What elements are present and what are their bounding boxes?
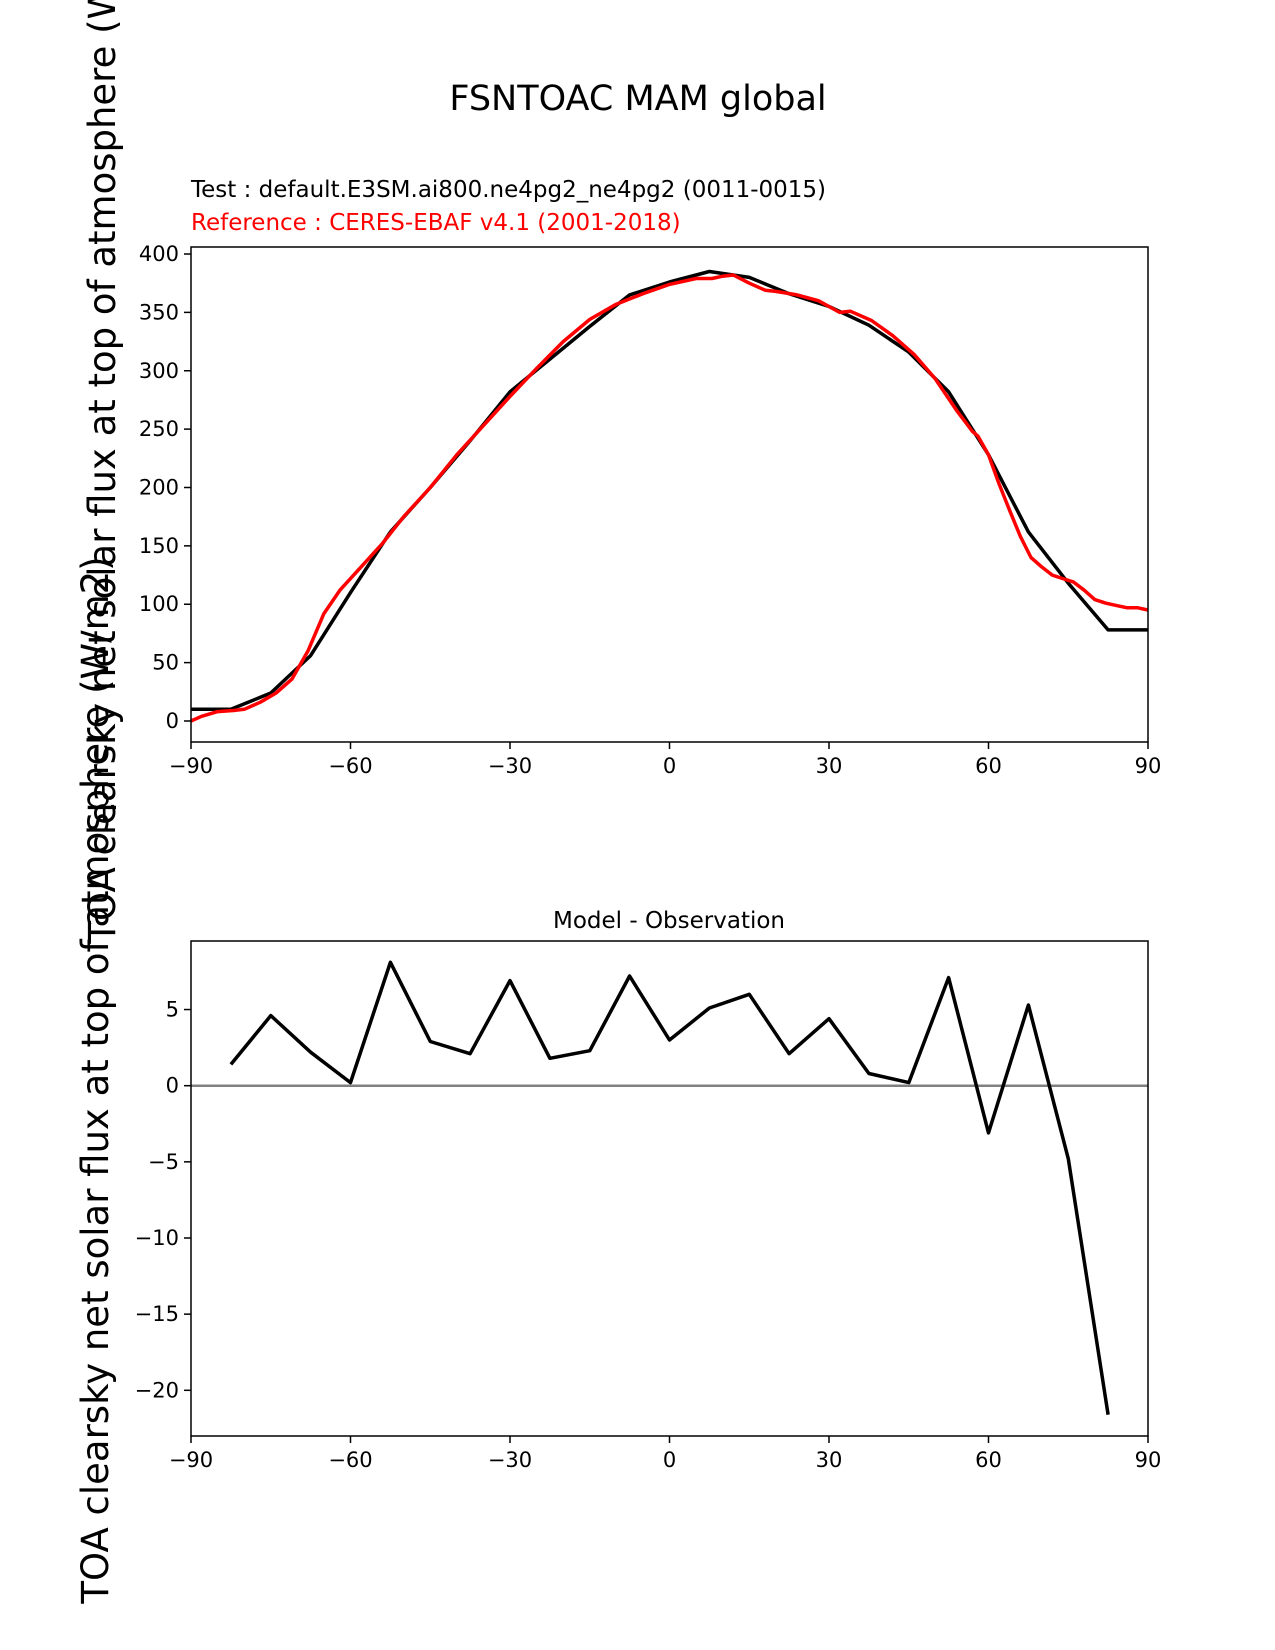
x-tick-label: 90: [1135, 1448, 1162, 1472]
y-tick-label: −10: [135, 1226, 179, 1250]
x-tick-label: −90: [169, 754, 213, 778]
x-tick-label: 30: [816, 754, 843, 778]
x-tick-label: −30: [488, 754, 532, 778]
y-tick-label: 100: [139, 592, 179, 616]
y-tick-label: 150: [139, 534, 179, 558]
y-axis-label-bottom: TOA clearsky net solar flux at top of at…: [74, 556, 117, 1604]
y-tick-label: 300: [139, 359, 179, 383]
difference-series-line: [229, 960, 1110, 1415]
y-tick-label: 250: [139, 417, 179, 441]
x-tick-label: 60: [975, 1448, 1002, 1472]
y-axis-label-top: TOA clearsky net solar flux at top of at…: [81, 0, 124, 945]
bottom-plot-title: Model - Observation: [553, 908, 785, 934]
y-tick-label: −5: [148, 1150, 179, 1174]
x-tick-label: −90: [169, 1448, 213, 1472]
x-tick-label: 30: [816, 1448, 843, 1472]
reference-series-line: [190, 273, 1149, 723]
y-tick-label: 400: [139, 242, 179, 266]
y-tick-label: 5: [166, 998, 179, 1022]
y-tick-label: 0: [166, 709, 179, 733]
x-tick-label: 0: [663, 1448, 676, 1472]
test-label: Test : default.E3SM.ai800.ne4pg2_ne4pg2 …: [190, 177, 826, 203]
x-tick-label: −60: [328, 1448, 372, 1472]
x-tick-label: −30: [488, 1448, 532, 1472]
x-tick-label: 90: [1135, 754, 1162, 778]
difference-plot: −90 −60 −30 0 30 60 90 5 0 −5 −10 −15 −20: [135, 940, 1162, 1472]
x-tick-label: 0: [663, 754, 676, 778]
top-plot: −90 −60 −30 0 30 60 90 0 50 100 150 200 250 300 350 400: [139, 242, 1161, 778]
x-tick-label: −60: [328, 754, 372, 778]
y-tick-label: 0: [166, 1074, 179, 1098]
x-tick-label: 60: [975, 754, 1002, 778]
y-tick-label: 350: [139, 300, 179, 324]
y-tick-label: −15: [135, 1302, 179, 1326]
y-tick-label: 50: [152, 651, 179, 675]
figure-title: FSNTOAC MAM global: [449, 79, 826, 119]
y-tick-label: 200: [139, 475, 179, 499]
reference-label: Reference : CERES-EBAF v4.1 (2001-2018): [191, 210, 681, 236]
y-tick-label: −20: [135, 1378, 179, 1402]
